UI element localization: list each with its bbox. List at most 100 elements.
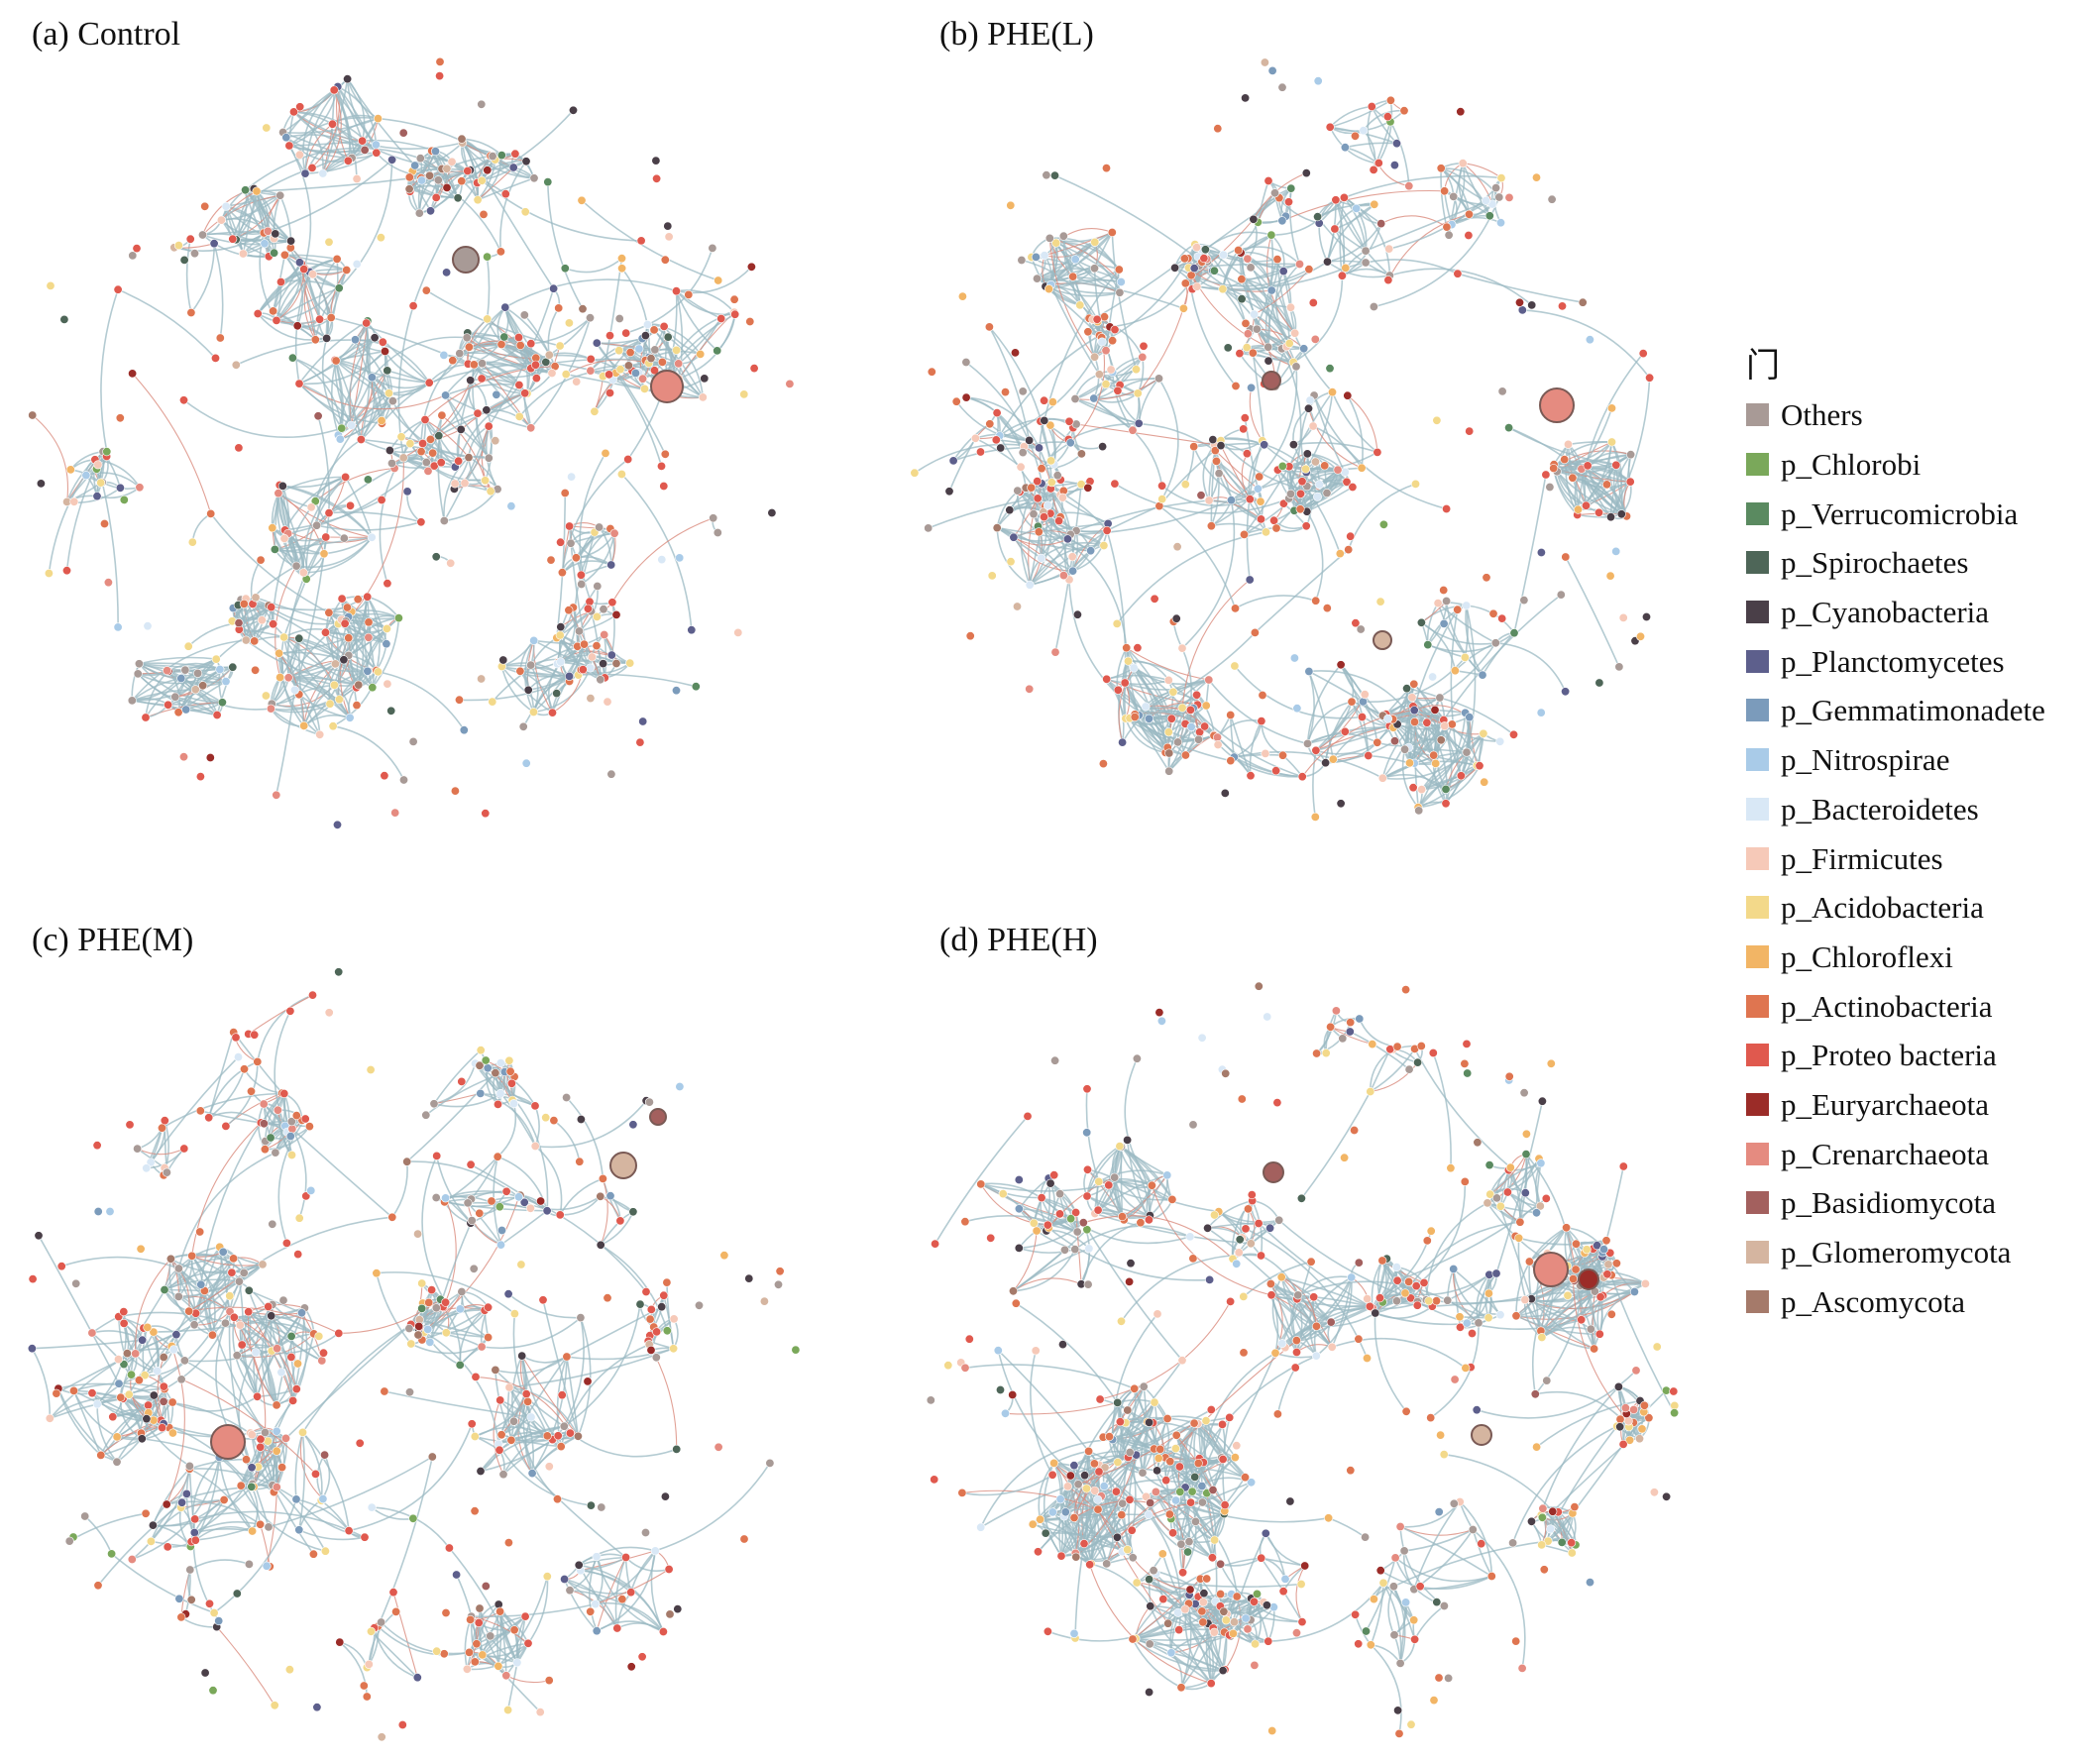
network-node xyxy=(236,1481,246,1490)
positive-edge xyxy=(444,394,490,459)
network-node xyxy=(476,1046,486,1055)
network-node xyxy=(81,471,91,481)
network-node xyxy=(352,174,362,184)
network-node xyxy=(115,413,125,423)
positive-edge xyxy=(272,527,325,555)
network-node xyxy=(321,532,331,542)
positive-edge xyxy=(101,482,119,627)
network-node xyxy=(1257,717,1266,726)
positive-edge xyxy=(282,476,346,489)
panel-label-control: (a) Control xyxy=(32,16,181,53)
positive-edge xyxy=(294,1432,304,1499)
network-node xyxy=(1286,489,1296,498)
network-node xyxy=(1035,443,1044,453)
network-node xyxy=(626,1588,636,1598)
network-node xyxy=(675,1082,685,1092)
network-node xyxy=(526,423,536,433)
positive-edge xyxy=(282,636,351,718)
network-node xyxy=(260,239,270,249)
network-node xyxy=(1301,168,1311,178)
network-node xyxy=(1605,571,1615,581)
network-node xyxy=(435,71,445,81)
network-node xyxy=(442,182,452,192)
network-node xyxy=(664,232,674,242)
positive-edge xyxy=(31,1348,52,1419)
network-node xyxy=(408,1513,418,1523)
network-node xyxy=(552,689,562,699)
network-node xyxy=(215,333,225,343)
positive-edge xyxy=(389,449,456,468)
negative-edge xyxy=(1076,423,1222,447)
network-node xyxy=(435,56,445,66)
network-node xyxy=(272,1446,281,1456)
negative-edge xyxy=(481,425,492,492)
network-node xyxy=(1237,294,1247,304)
network-node xyxy=(559,1421,569,1431)
positive-edge xyxy=(277,476,346,495)
positive-edge xyxy=(1327,261,1390,278)
network-node xyxy=(592,1552,602,1562)
network-node xyxy=(135,483,145,493)
network-node xyxy=(442,164,452,173)
network-node xyxy=(1405,758,1415,768)
network-node xyxy=(598,1173,607,1183)
network-node xyxy=(1574,504,1584,514)
positive-edge xyxy=(256,190,275,254)
network-node xyxy=(1101,380,1111,389)
network-node xyxy=(288,1395,298,1405)
positive-edge xyxy=(488,287,555,427)
positive-edge xyxy=(371,377,459,462)
network-node xyxy=(402,1157,412,1166)
network-node xyxy=(244,1307,254,1317)
network-node xyxy=(475,1603,485,1613)
positive-edge xyxy=(288,145,312,270)
network-node xyxy=(500,302,510,312)
network-node xyxy=(425,206,435,216)
network-node xyxy=(1212,456,1222,466)
network-node xyxy=(107,1549,117,1559)
network-node xyxy=(388,1588,398,1598)
positive-edge xyxy=(348,1423,473,1532)
network-node xyxy=(329,85,339,95)
network-node xyxy=(477,359,487,369)
network-node xyxy=(592,338,602,348)
network-node xyxy=(565,1586,575,1596)
network-node xyxy=(483,252,493,262)
network-node xyxy=(124,1389,134,1399)
positive-edge xyxy=(1335,199,1367,252)
network-node xyxy=(466,1159,476,1169)
network-node xyxy=(312,520,322,530)
positive-edge xyxy=(285,134,366,152)
network-node xyxy=(628,1207,638,1217)
network-node xyxy=(1465,426,1475,436)
network-node xyxy=(1044,233,1054,243)
network-node xyxy=(427,1285,437,1295)
network-node xyxy=(286,1151,296,1160)
network-node xyxy=(1185,705,1195,715)
network-node xyxy=(1223,343,1233,353)
network-node xyxy=(1356,624,1366,634)
network-node xyxy=(69,1385,79,1395)
network-node xyxy=(767,507,777,517)
positive-edge xyxy=(530,317,592,345)
network-node xyxy=(1369,165,1378,174)
network-node xyxy=(366,1626,376,1636)
network-node xyxy=(739,389,749,399)
network-node xyxy=(215,664,225,674)
network-node xyxy=(441,1328,451,1338)
network-node xyxy=(560,488,570,497)
network-node xyxy=(1564,439,1574,449)
network-node xyxy=(1040,415,1049,425)
positive-edge xyxy=(482,362,526,394)
network-node xyxy=(454,695,464,705)
positive-edge xyxy=(1308,671,1335,760)
network-node xyxy=(1277,82,1287,92)
network-node xyxy=(1033,477,1043,487)
network-node xyxy=(1068,566,1078,576)
network-node xyxy=(272,1426,281,1436)
network-node xyxy=(187,537,197,547)
network-node xyxy=(1046,478,1056,488)
network-node xyxy=(637,1652,647,1662)
network-node xyxy=(1314,480,1324,490)
network-node xyxy=(603,697,612,707)
